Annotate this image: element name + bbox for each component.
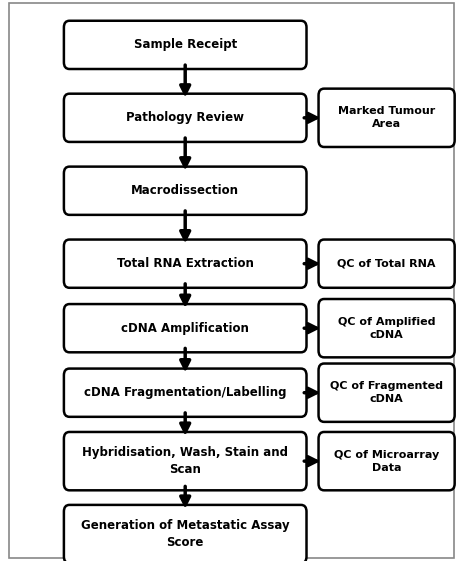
FancyBboxPatch shape: [64, 240, 307, 288]
Text: Macrodissection: Macrodissection: [131, 184, 239, 197]
Text: cDNA Fragmentation/Labelling: cDNA Fragmentation/Labelling: [84, 386, 287, 399]
Text: Total RNA Extraction: Total RNA Extraction: [117, 257, 254, 270]
FancyBboxPatch shape: [319, 364, 455, 422]
Text: QC of Total RNA: QC of Total RNA: [338, 259, 436, 269]
Text: Generation of Metastatic Assay
Score: Generation of Metastatic Assay Score: [81, 519, 289, 549]
FancyBboxPatch shape: [64, 432, 307, 490]
FancyBboxPatch shape: [64, 304, 307, 352]
FancyBboxPatch shape: [319, 299, 455, 357]
FancyBboxPatch shape: [319, 89, 455, 147]
Text: QC of Fragmented
cDNA: QC of Fragmented cDNA: [330, 381, 443, 404]
Text: Pathology Review: Pathology Review: [126, 111, 244, 125]
FancyBboxPatch shape: [319, 432, 455, 490]
FancyBboxPatch shape: [64, 167, 307, 215]
FancyBboxPatch shape: [319, 240, 455, 288]
FancyBboxPatch shape: [9, 3, 454, 558]
Text: QC of Amplified
cDNA: QC of Amplified cDNA: [338, 316, 435, 340]
Text: QC of Microarray
Data: QC of Microarray Data: [334, 449, 439, 473]
Text: Hybridisation, Wash, Stain and
Scan: Hybridisation, Wash, Stain and Scan: [82, 446, 288, 476]
FancyBboxPatch shape: [64, 369, 307, 417]
FancyBboxPatch shape: [64, 21, 307, 69]
Text: Marked Tumour
Area: Marked Tumour Area: [338, 106, 435, 130]
Text: Sample Receipt: Sample Receipt: [133, 38, 237, 52]
FancyBboxPatch shape: [64, 94, 307, 142]
FancyBboxPatch shape: [64, 505, 307, 561]
Text: cDNA Amplification: cDNA Amplification: [121, 321, 249, 335]
